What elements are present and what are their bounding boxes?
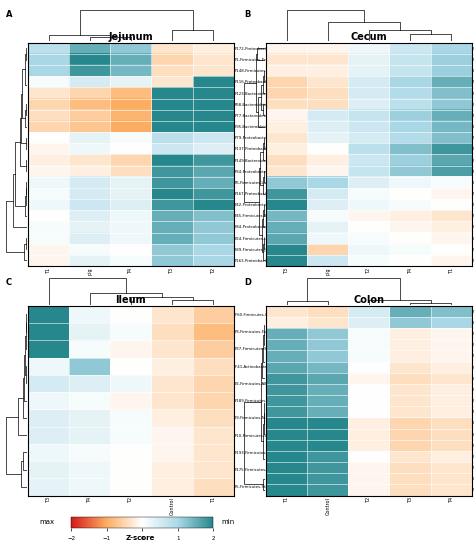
Text: C: C xyxy=(6,278,12,287)
Title: Cecum: Cecum xyxy=(351,32,387,42)
Text: Z-score: Z-score xyxy=(125,534,155,541)
Text: max: max xyxy=(40,519,55,526)
Text: min: min xyxy=(221,519,234,526)
Text: B: B xyxy=(244,10,250,19)
Title: Jejunum: Jejunum xyxy=(109,32,153,42)
Text: A: A xyxy=(6,10,12,19)
Title: Colon: Colon xyxy=(354,295,384,305)
Title: Ileum: Ileum xyxy=(116,295,146,305)
Text: D: D xyxy=(244,278,251,287)
